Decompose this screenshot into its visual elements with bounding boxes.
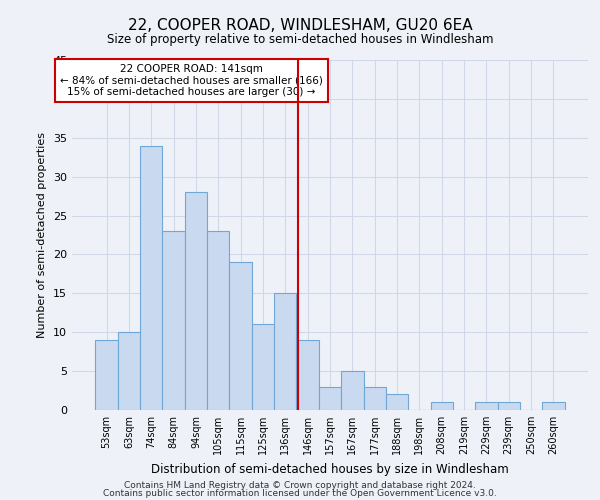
Bar <box>542 402 565 410</box>
Bar <box>431 402 453 410</box>
Y-axis label: Number of semi-detached properties: Number of semi-detached properties <box>37 132 47 338</box>
Bar <box>95 340 118 410</box>
Bar <box>497 402 520 410</box>
Bar <box>364 386 386 410</box>
Text: Contains public sector information licensed under the Open Government Licence v3: Contains public sector information licen… <box>103 489 497 498</box>
Text: Contains HM Land Registry data © Crown copyright and database right 2024.: Contains HM Land Registry data © Crown c… <box>124 480 476 490</box>
Bar <box>341 371 364 410</box>
Bar <box>319 386 341 410</box>
Text: Size of property relative to semi-detached houses in Windlesham: Size of property relative to semi-detach… <box>107 32 493 46</box>
Bar <box>140 146 163 410</box>
Text: 22 COOPER ROAD: 141sqm
← 84% of semi-detached houses are smaller (166)
15% of se: 22 COOPER ROAD: 141sqm ← 84% of semi-det… <box>60 64 323 97</box>
Bar <box>229 262 252 410</box>
Bar <box>386 394 408 410</box>
Bar <box>207 231 229 410</box>
Bar <box>163 231 185 410</box>
Text: 22, COOPER ROAD, WINDLESHAM, GU20 6EA: 22, COOPER ROAD, WINDLESHAM, GU20 6EA <box>128 18 472 32</box>
X-axis label: Distribution of semi-detached houses by size in Windlesham: Distribution of semi-detached houses by … <box>151 462 509 475</box>
Bar <box>475 402 497 410</box>
Bar <box>296 340 319 410</box>
Bar <box>274 294 296 410</box>
Bar <box>252 324 274 410</box>
Bar <box>185 192 207 410</box>
Bar <box>118 332 140 410</box>
